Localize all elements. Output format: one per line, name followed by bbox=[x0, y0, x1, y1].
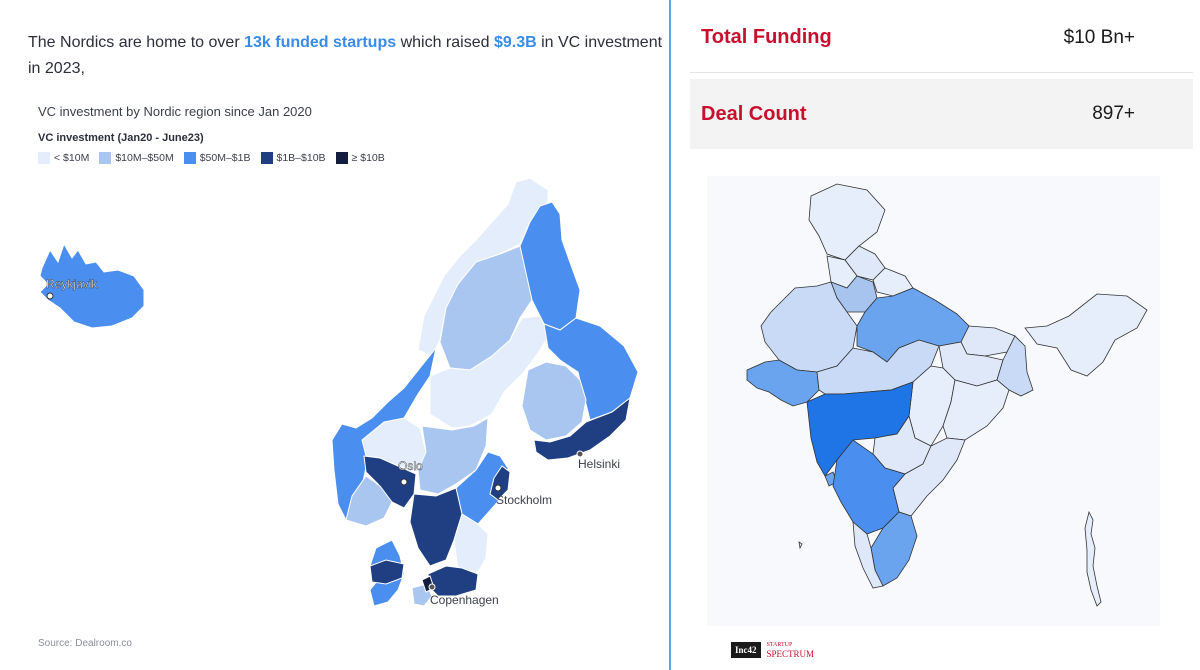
panel-divider bbox=[669, 0, 671, 670]
legend-title: VC investment (Jan20 - June23) bbox=[38, 132, 204, 144]
headline-part1: The Nordics are home to over bbox=[28, 34, 245, 51]
india-map-container bbox=[707, 176, 1160, 626]
legend-label: $10M–$50M bbox=[115, 152, 174, 164]
city-label-reykjavik: Reykjavik bbox=[46, 277, 98, 291]
legend-item-50m-1b: $50M–$1B bbox=[183, 152, 251, 164]
headline-highlight-amount: $9.3B bbox=[493, 34, 537, 51]
legend-item-lt10m: < $10M bbox=[38, 152, 89, 164]
nordics-panel: The Nordics are home to over 13k funded … bbox=[28, 30, 668, 649]
state-odisha bbox=[942, 379, 1010, 441]
legend-item-1b-10b: $1B–$10B bbox=[260, 152, 326, 164]
andaman-islands bbox=[1084, 510, 1102, 607]
stat-label: Deal Count bbox=[701, 102, 807, 125]
legend-label: ≥ $10B bbox=[351, 152, 385, 164]
india-panel: Total Funding $10 Bn+ Deal Count 897+ bbox=[671, 0, 1200, 670]
inc42-logo: Inc42 bbox=[731, 642, 761, 658]
region-southeast-sweden bbox=[453, 513, 489, 573]
legend: < $10M $10M–$50M $50M–$1B $1B–$10B ≥ $10… bbox=[38, 152, 385, 164]
legend-item-10m-50m: $10M–$50M bbox=[99, 152, 174, 164]
city-label-helsinki: Helsinki bbox=[578, 457, 620, 471]
city-label-oslo: Oslo bbox=[398, 459, 423, 473]
region-oslo bbox=[363, 455, 417, 509]
legend-label: $50M–$1B bbox=[199, 152, 251, 164]
legend-label: $1B–$10B bbox=[276, 152, 326, 164]
stat-row-deal-count: Deal Count 897+ bbox=[690, 79, 1193, 149]
state-jammu-kashmir bbox=[808, 183, 886, 261]
state-northeast bbox=[1024, 293, 1148, 377]
city-dot-reykjavik bbox=[46, 292, 54, 300]
city-dot-stockholm bbox=[494, 484, 502, 492]
region-denmark-north bbox=[369, 559, 405, 585]
legend-swatch bbox=[260, 152, 273, 164]
stat-label: Total Funding bbox=[701, 26, 832, 48]
region-iceland bbox=[39, 242, 145, 329]
india-map bbox=[746, 183, 1148, 607]
legend-swatch bbox=[99, 152, 112, 164]
legend-item-gte10b: ≥ $10B bbox=[335, 152, 385, 164]
region-norway-west bbox=[331, 347, 437, 522]
headline-part2: which raised bbox=[396, 34, 494, 51]
city-dot-copenhagen bbox=[428, 583, 436, 591]
spectrum-logo-bottom: SPECTRUM bbox=[766, 649, 815, 659]
nordic-map: Reykjavik Oslo Stockholm Helsinki Copenh… bbox=[39, 177, 639, 607]
region-sweden-central bbox=[417, 417, 489, 495]
source-note: Source: Dealroom.co bbox=[38, 638, 132, 649]
city-label-copenhagen: Copenhagen bbox=[430, 593, 499, 607]
stat-row-total-funding: Total Funding $10 Bn+ bbox=[690, 3, 1193, 73]
region-finland-west bbox=[521, 361, 587, 441]
city-dot-oslo bbox=[400, 478, 408, 486]
legend-swatch bbox=[183, 152, 196, 164]
legend-label: < $10M bbox=[54, 152, 90, 164]
region-norway-south bbox=[345, 475, 393, 527]
map-title: VC investment by Nordic region since Jan… bbox=[38, 104, 312, 119]
region-west-sweden bbox=[409, 487, 463, 567]
logos: Inc42 STARTUP SPECTRUM bbox=[731, 641, 814, 659]
legend-swatch bbox=[38, 152, 50, 164]
startup-spectrum-logo: STARTUP SPECTRUM bbox=[767, 641, 815, 659]
lakshadweep-islands bbox=[798, 541, 803, 550]
stat-value: $10 Bn+ bbox=[1063, 26, 1135, 48]
city-label-stockholm: Stockholm bbox=[496, 493, 552, 507]
region-helsinki bbox=[533, 396, 631, 461]
spectrum-logo-top: STARTUP bbox=[766, 642, 793, 648]
region-stockholm-core bbox=[489, 465, 511, 501]
city-dot-helsinki bbox=[576, 450, 584, 458]
region-skane bbox=[427, 565, 479, 597]
headline-part3: in VC investment in 2023, bbox=[28, 34, 663, 77]
state-kerala bbox=[852, 521, 884, 589]
headline-highlight-startups: 13k funded startups bbox=[244, 34, 397, 51]
headline: The Nordics are home to over 13k funded … bbox=[28, 30, 668, 82]
stat-value: 897+ bbox=[1092, 103, 1135, 124]
legend-swatch bbox=[335, 152, 348, 164]
